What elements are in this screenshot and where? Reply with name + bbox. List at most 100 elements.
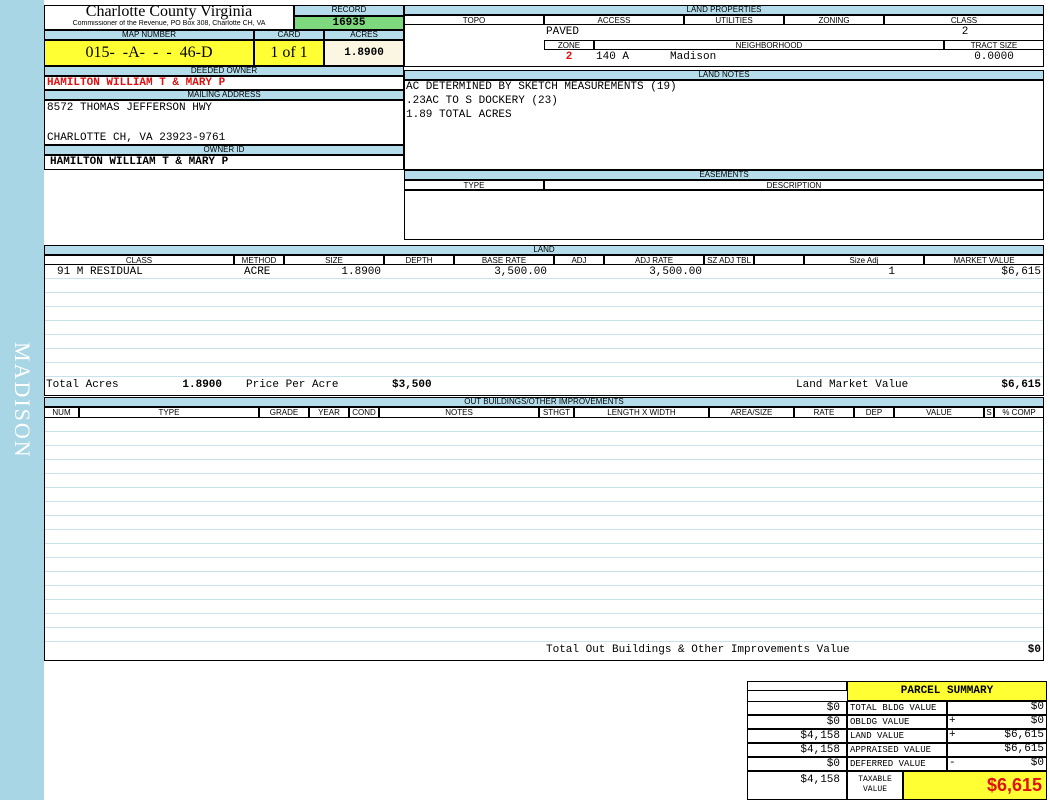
neighborhood-label: NEIGHBORHOOD — [594, 40, 944, 50]
summary-label: DEFERRED VALUE — [847, 757, 947, 771]
land-row — [45, 279, 1043, 293]
land-title: LAND — [44, 245, 1044, 255]
easement-header: DESCRIPTION — [544, 180, 1044, 190]
mailing-address-line: 8572 THOMAS JEFFERSON HWY — [47, 102, 213, 114]
outbuilding-header: TYPE — [79, 407, 259, 418]
total-acres-label: Total Acres — [46, 379, 119, 391]
tract-size-label: TRACT SIZE — [944, 40, 1044, 50]
land-note: .23AC TO S DOCKERY (23) — [406, 95, 558, 107]
summary-value-cell — [947, 715, 1047, 729]
outbuilding-row — [45, 418, 1043, 432]
outbuilding-header: AREA/SIZE — [709, 407, 794, 418]
land-property-header: TOPO — [404, 15, 544, 25]
outbuilding-row — [45, 432, 1043, 446]
land-properties-title: LAND PROPERTIES — [404, 5, 1044, 15]
outbuilding-row — [45, 502, 1043, 516]
mailing-address-line: CHARLOTTE CH, VA 23923-9761 — [47, 132, 226, 144]
outbuilding-row — [45, 530, 1043, 544]
outbuilding-row — [45, 516, 1043, 530]
summary-value: $0 — [1030, 757, 1044, 769]
land-header: BASE RATE — [454, 255, 554, 265]
taxable-prior: $4,158 — [747, 771, 847, 800]
outbuilding-header: RATE — [794, 407, 854, 418]
land-header: SIZE — [284, 255, 384, 265]
outbuilding-row — [45, 558, 1043, 572]
land-size: 1.8900 — [341, 266, 381, 278]
mailing-address-box — [44, 100, 404, 145]
prior-value: $4,158 — [747, 729, 847, 743]
easements-box — [404, 190, 1044, 240]
outbuildings-title: OUT BUILDINGS/OTHER IMPROVEMENTS — [44, 397, 1044, 407]
land-header: ADJ RATE — [604, 255, 704, 265]
prior-value: $0 — [747, 715, 847, 729]
deeded-owner-label: DEEDED OWNER — [44, 66, 404, 76]
mailing-address-label: MAILING ADDRESS — [44, 90, 404, 100]
land-header-blank — [754, 255, 804, 265]
owner-id-label: OWNER ID — [44, 145, 404, 155]
land-notes-title: LAND NOTES — [404, 70, 1044, 80]
subtitle: Commissioner of the Revenue, PO Box 308,… — [72, 20, 266, 27]
parcel-summary-blank — [747, 681, 847, 691]
outbuilding-header: YEAR — [309, 407, 349, 418]
outbuilding-row — [45, 460, 1043, 474]
deeded-owner: HAMILTON WILLIAM T & MARY P — [44, 76, 404, 90]
outbuilding-header: STHGT — [539, 407, 574, 418]
land-header: METHOD — [234, 255, 284, 265]
land-row — [45, 307, 1043, 321]
map-number: 015- -A- - - 46-D — [44, 40, 254, 66]
land-row — [45, 363, 1043, 377]
summary-operator: + — [949, 715, 956, 727]
outbuilding-row — [45, 628, 1043, 642]
summary-value: $0 — [1030, 715, 1044, 727]
easements-title: EASEMENTS — [404, 170, 1044, 180]
outbuilding-header: GRADE — [259, 407, 309, 418]
land-row — [45, 335, 1043, 349]
outbuilding-header: NUM — [44, 407, 79, 418]
summary-label: TOTAL BLDG VALUE — [847, 701, 947, 715]
land-base-rate: 3,500.00 — [494, 266, 547, 278]
card: 1 of 1 — [254, 40, 324, 66]
land-header: MARKET VALUE — [924, 255, 1044, 265]
outbuilding-row — [45, 544, 1043, 558]
land-row — [45, 349, 1043, 363]
card-label: CARD — [254, 30, 324, 40]
acres: 1.8900 — [324, 40, 404, 66]
prior-value: $0 — [747, 701, 847, 715]
zone: 2 — [565, 51, 573, 63]
land-row — [45, 321, 1043, 335]
land-header: DEPTH — [384, 255, 454, 265]
owner-id: HAMILTON WILLIAM T & MARY P — [44, 155, 404, 170]
land-note: AC DETERMINED BY SKETCH MEASUREMENTS (19… — [406, 81, 677, 93]
land-size-adj: 1 — [888, 266, 895, 278]
outbuilding-header: LENGTH X WIDTH — [574, 407, 709, 418]
land-property-header: ACCESS — [544, 15, 684, 25]
outbuilding-header: % COMP — [994, 407, 1044, 418]
outbuilding-header: DEP — [854, 407, 894, 418]
summary-label: LAND VALUE — [847, 729, 947, 743]
outbuilding-row — [45, 572, 1043, 586]
land-property-header: CLASS — [884, 15, 1044, 25]
land-market-value: $6,615 — [1001, 379, 1041, 391]
map-number-label: MAP NUMBER — [44, 30, 254, 40]
land-notes-box — [404, 80, 1044, 170]
outbuilding-header: S — [984, 407, 994, 418]
prior-value: $0 — [747, 757, 847, 771]
record-label: RECORD — [294, 5, 404, 16]
land-note: 1.89 TOTAL ACRES — [406, 109, 512, 121]
outbuilding-row — [45, 488, 1043, 502]
outbuildings-total: $0 — [1027, 644, 1041, 656]
land-market-value: $6,615 — [1001, 266, 1041, 278]
access: PAVED — [546, 26, 580, 38]
price-per-acre-label: Price Per Acre — [246, 379, 339, 391]
header-box — [44, 5, 294, 30]
tract-size: 0.0000 — [974, 51, 1014, 63]
outbuilding-row — [45, 586, 1043, 600]
land-header: CLASS — [44, 255, 234, 265]
outbuilding-row — [45, 614, 1043, 628]
outbuilding-row — [45, 474, 1043, 488]
summary-label: OBLDG VALUE — [847, 715, 947, 729]
outbuilding-header: COND — [349, 407, 379, 418]
outbuildings-total-label: Total Out Buildings & Other Improvements… — [546, 644, 850, 656]
taxable-label: TAXABLE VALUE — [847, 771, 903, 800]
